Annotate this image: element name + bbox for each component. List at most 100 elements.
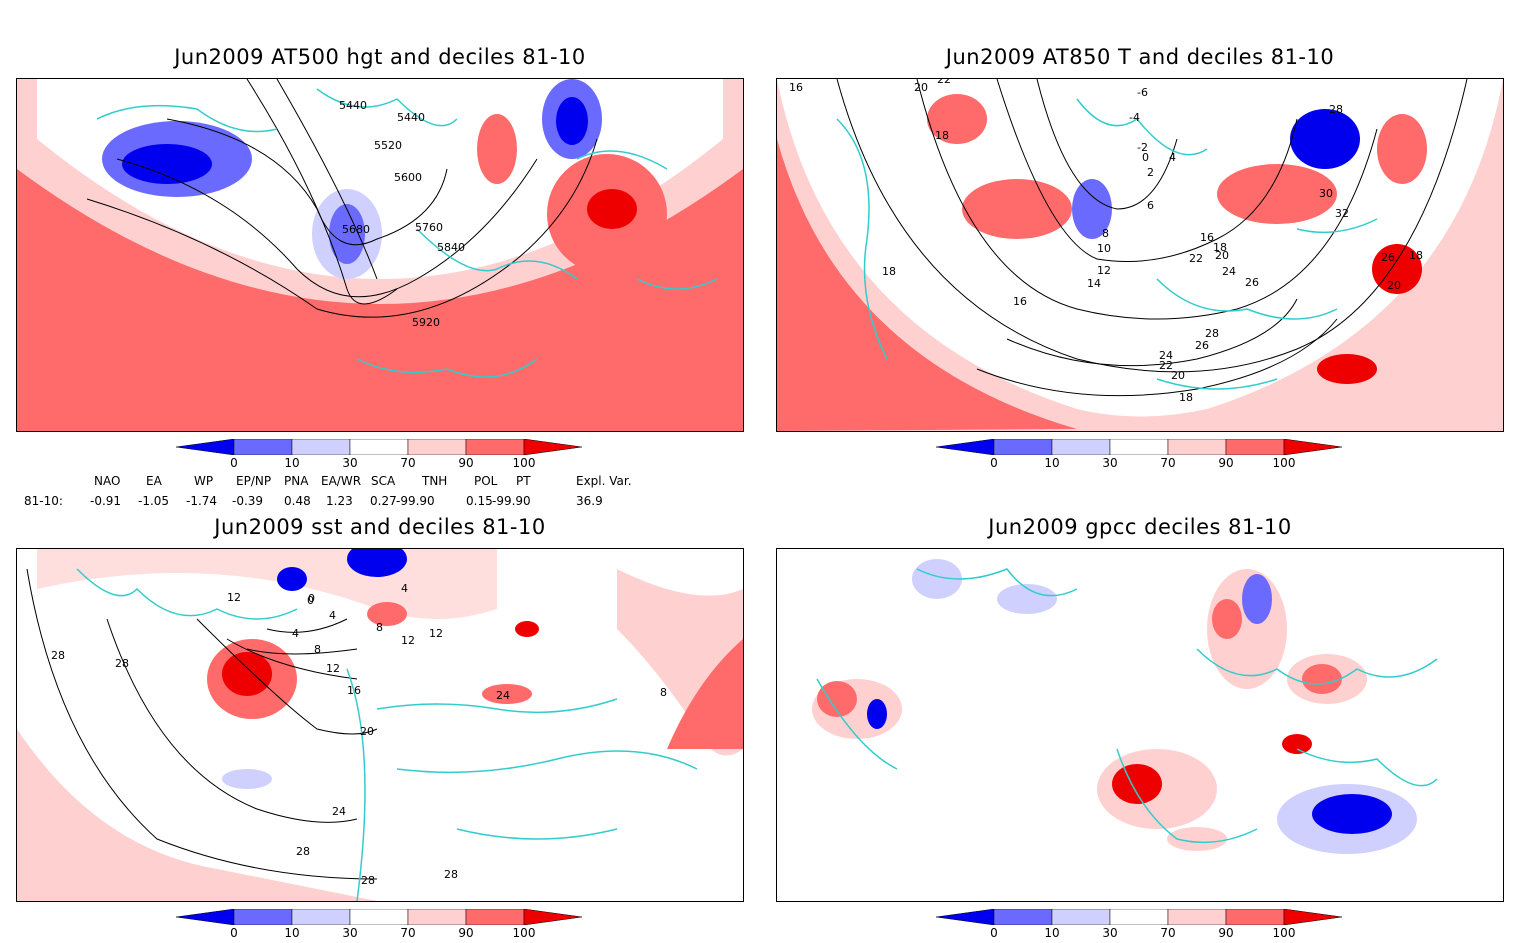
- map-hgt500: 5440 5440 5520 5600 5680 5760 5840 5920: [16, 78, 744, 432]
- contour-label: 12: [401, 634, 415, 647]
- colorbar-label: 10: [1044, 926, 1060, 940]
- contour-label: 0: [307, 594, 314, 607]
- contour-label: 26: [1381, 251, 1395, 264]
- contour-label: 5760: [415, 221, 443, 234]
- contour-label: -6: [1137, 86, 1148, 99]
- contour-label: 24: [332, 805, 346, 818]
- contour-label: 14: [1087, 277, 1101, 290]
- map-t850: 16 22 20 18 -6 -4 -2 0 2 4 6 8 10 12 14 …: [776, 78, 1504, 432]
- colorbar-swatches: [935, 908, 1343, 926]
- colorbar-label: 100: [512, 456, 536, 470]
- colorbar-label: 70: [400, 456, 416, 470]
- contour-label: 10: [1097, 242, 1111, 255]
- colorbar-label: 30: [342, 456, 358, 470]
- colorbar-label: 70: [400, 926, 416, 940]
- colorbar-label: 70: [1160, 456, 1176, 470]
- index-header: PNA: [284, 474, 309, 488]
- index-header: SCA: [371, 474, 396, 488]
- index-header: WP: [194, 474, 214, 488]
- contour-label: 30: [1319, 187, 1333, 200]
- contour-label: 6: [1147, 199, 1154, 212]
- index-header: EA: [146, 474, 162, 488]
- colorbar-label: 10: [284, 926, 300, 940]
- colorbar-label: 0: [230, 456, 238, 470]
- contour-label: 20: [914, 81, 928, 94]
- colorbar-label: 30: [1102, 926, 1118, 940]
- contour-label: 16: [1013, 295, 1027, 308]
- contour-label: 24: [1222, 265, 1236, 278]
- index-value: 0.27: [370, 494, 397, 508]
- contour-label: 4: [292, 627, 299, 640]
- panel-title-gpcc: Jun2009 gpcc deciles 81-10: [988, 515, 1292, 539]
- contour-label: 26: [1195, 339, 1209, 352]
- contour-label: 18: [1409, 249, 1423, 262]
- index-value: 36.9: [576, 494, 603, 508]
- index-header: PT: [516, 474, 531, 488]
- map-sst-graphic: 28 28 12 0 4 4 8 12 16 20 24 28 28 28 24…: [17, 549, 743, 901]
- contour-label: 4: [329, 609, 336, 622]
- contour-label: 16: [347, 684, 361, 697]
- contour-label: 12: [326, 662, 340, 675]
- colorbar-label: 90: [458, 456, 474, 470]
- colorbar-label: 100: [1272, 926, 1296, 940]
- colorbar-label: 100: [512, 926, 536, 940]
- map-t850-graphic: 16 22 20 18 -6 -4 -2 0 2 4 6 8 10 12 14 …: [777, 79, 1503, 431]
- colorbar-label: 10: [1044, 456, 1060, 470]
- colorbar-label: 0: [990, 926, 998, 940]
- index-header: EP/NP: [236, 474, 272, 488]
- index-value: -0.91: [90, 494, 122, 508]
- contour-label: 4: [1169, 151, 1176, 164]
- index-value: -1.05: [138, 494, 170, 508]
- contour-label: 18: [935, 129, 949, 142]
- colorbar-label: 10: [284, 456, 300, 470]
- colorbar-label: 70: [1160, 926, 1176, 940]
- contour-label: 20: [1387, 279, 1401, 292]
- index-value: -99.90: [396, 494, 435, 508]
- contour-label: 28: [51, 649, 65, 662]
- contour-label: 16: [789, 81, 803, 94]
- contour-label: 18: [1213, 241, 1227, 254]
- index-value: -1.74: [186, 494, 218, 508]
- contour-label: 5600: [394, 171, 422, 184]
- panel-title-hgt500: Jun2009 AT500 hgt and deciles 81-10: [174, 45, 586, 69]
- contour-label: 16: [1200, 231, 1214, 244]
- contour-label: 20: [1215, 249, 1229, 262]
- contour-label: 12: [429, 627, 443, 640]
- contour-label: 28: [361, 874, 375, 887]
- contour-label: 24: [496, 689, 510, 702]
- contour-label: 20: [1171, 369, 1185, 382]
- contour-label: 28: [1205, 327, 1219, 340]
- colorbar-label: 90: [458, 926, 474, 940]
- index-header: EA/WR: [321, 474, 362, 488]
- contour-label: -2: [1137, 141, 1148, 154]
- contour-label: 8: [1102, 227, 1109, 240]
- contour-label: 5520: [374, 139, 402, 152]
- contour-label: 18: [882, 265, 896, 278]
- map-hgt500-graphic: 5440 5440 5520 5600 5680 5760 5840 5920: [17, 79, 743, 431]
- contour-label: 24: [1159, 349, 1173, 362]
- contour-label: 12: [227, 591, 241, 604]
- colorbar-label: 0: [230, 926, 238, 940]
- index-header: TNH: [422, 474, 448, 488]
- contour-label: 28: [444, 868, 458, 881]
- colorbar-label: 30: [1102, 456, 1118, 470]
- index-header: NAO: [94, 474, 121, 488]
- contour-label: 4: [401, 582, 408, 595]
- contour-label: 28: [296, 845, 310, 858]
- colorbar-swatches: [935, 438, 1343, 456]
- contour-label: 22: [937, 79, 951, 86]
- contour-label: 5440: [339, 99, 367, 112]
- index-value: -0.39: [232, 494, 264, 508]
- index-header: Expl. Var.: [576, 474, 632, 488]
- colorbar-label: 90: [1218, 926, 1234, 940]
- contour-label: 5840: [437, 241, 465, 254]
- contour-label: 2: [1147, 166, 1154, 179]
- index-value: 0.15: [466, 494, 493, 508]
- colorbar-t850: 0 10 30 70 90 100: [935, 438, 1356, 473]
- map-sst: 28 28 12 0 4 4 8 12 16 20 24 28 28 28 24…: [16, 548, 744, 902]
- contour-label: 28: [1329, 103, 1343, 116]
- contour-label: 8: [660, 686, 667, 699]
- colorbar-label: 90: [1218, 456, 1234, 470]
- contour-label: 32: [1335, 207, 1349, 220]
- panel-title-sst: Jun2009 sst and deciles 81-10: [214, 515, 546, 539]
